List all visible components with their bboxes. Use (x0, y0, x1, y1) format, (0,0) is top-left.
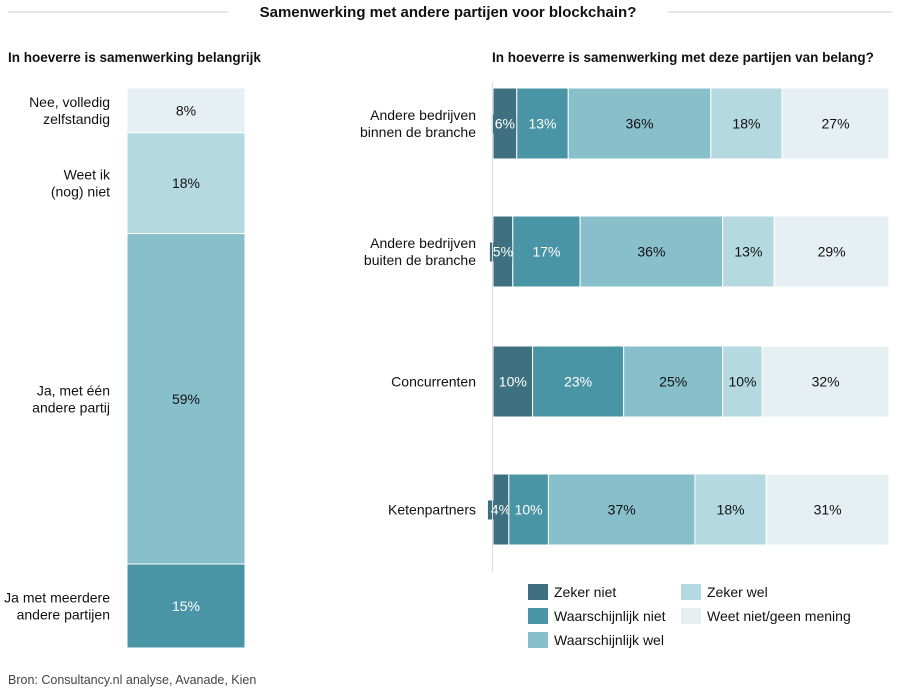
segment-label: 15% (172, 598, 200, 614)
bar-segment (765, 473, 890, 546)
bar-label: 31% (814, 502, 842, 518)
bar-segment (781, 87, 890, 160)
bar-segment (492, 345, 534, 418)
bar-label: 5% (493, 244, 513, 260)
bar-segment (773, 215, 890, 288)
segment-label: 59% (172, 391, 200, 407)
category-label: Ja met meerdere (4, 590, 110, 606)
legend-swatch (681, 584, 701, 600)
category-label: Ketenpartners (388, 502, 476, 518)
bar-segment (761, 345, 890, 418)
segment-label: 8% (176, 102, 196, 118)
category-label: binnen de branche (360, 124, 476, 140)
category-label: zelfstandig (43, 111, 110, 127)
bar-label: 6% (495, 116, 515, 132)
bar-label: 32% (812, 374, 840, 390)
legend-label: Waarschijnlijk wel (554, 632, 664, 648)
legend-swatch (528, 584, 548, 600)
column-segment (126, 563, 246, 649)
category-label: Weet ik (64, 167, 111, 183)
bar-segment (623, 345, 724, 418)
legend-swatch (681, 608, 701, 624)
bar-label: 4% (491, 502, 511, 518)
bar-segment (516, 87, 569, 160)
category-label: Concurrenten (391, 374, 476, 390)
main-title: Samenwerking met andere partijen voor bl… (260, 4, 637, 21)
category-label: andere partij (32, 399, 110, 415)
right-chart-title: In hoeverre is samenwerking met deze par… (492, 50, 874, 65)
bar-label: 23% (564, 374, 592, 390)
label-backdrop (489, 242, 516, 262)
bar-label: 37% (608, 502, 636, 518)
column-segment (126, 132, 246, 235)
label-backdrop (491, 114, 518, 134)
legend-swatch (528, 608, 548, 624)
bar-segment (722, 215, 775, 288)
bar-segment (710, 87, 783, 160)
bar-label: 10% (499, 374, 527, 390)
category-label: Andere bedrijven (370, 107, 476, 123)
bar-label: 36% (637, 244, 665, 260)
category-label: buiten de branche (364, 252, 476, 268)
legend-label: Waarschijnlijk niet (554, 608, 666, 624)
category-label: Andere bedrijven (370, 235, 476, 251)
segment-label: 18% (172, 175, 200, 191)
bar-segment (532, 345, 625, 418)
bar-label: 36% (626, 116, 654, 132)
bar-label: 29% (818, 244, 846, 260)
category-label: Ja, met één (37, 382, 110, 398)
source-note: Bron: Consultancy.nl analyse, Avanade, K… (8, 673, 256, 687)
legend-label: Weet niet/geen mening (707, 608, 851, 624)
bar-label: 27% (822, 116, 850, 132)
legend-label: Zeker wel (707, 584, 768, 600)
bar-label: 18% (717, 502, 745, 518)
label-backdrop (487, 500, 514, 520)
category-label: (nog) niet (51, 184, 110, 200)
category-label: andere partijen (17, 607, 110, 623)
bar-label: 18% (732, 116, 760, 132)
column-segment (126, 87, 246, 134)
bar-label: 25% (659, 374, 687, 390)
legend-swatch (528, 632, 548, 648)
bar-segment (508, 473, 549, 546)
bar-segment (547, 473, 696, 546)
column-segment (126, 233, 246, 565)
bar-segment (722, 345, 763, 418)
legend-label: Zeker niet (554, 584, 616, 600)
bar-segment (567, 87, 712, 160)
bar-label: 10% (728, 374, 756, 390)
bar-label: 10% (515, 502, 543, 518)
bar-label: 13% (734, 244, 762, 260)
left-chart-title: In hoeverre is samenwerking belangrijk (8, 50, 261, 65)
bar-label: 17% (532, 244, 560, 260)
bar-label: 13% (528, 116, 556, 132)
bar-segment (579, 215, 724, 288)
bar-segment (694, 473, 767, 546)
category-label: Nee, volledig (29, 94, 110, 110)
